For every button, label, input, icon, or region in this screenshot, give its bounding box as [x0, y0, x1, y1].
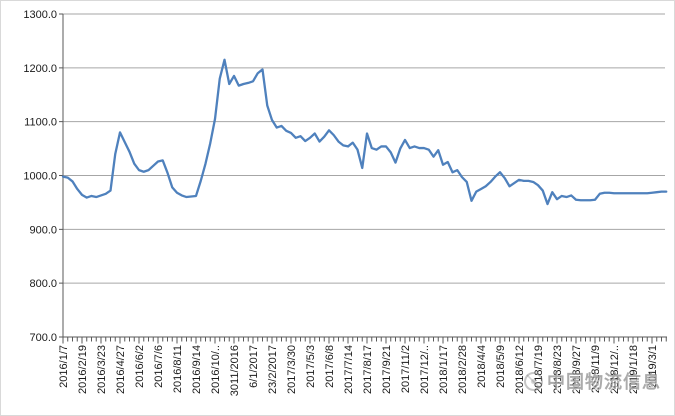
- x-tick-label: 2018/6/12: [514, 345, 526, 394]
- y-tick-label: 700.0: [29, 332, 57, 344]
- y-axis-labels: 1300.0 1200.0 1100.0 1000.0 900.0 800.0 700.0: [23, 9, 57, 344]
- x-tick-label: 2019/3/1: [647, 345, 659, 388]
- x-tick-label: 2016/3/23: [96, 345, 108, 394]
- y-tick-label: 900.0: [29, 224, 57, 236]
- x-tick-label: 2017/8/17: [362, 345, 374, 394]
- y-tick-label: 1100.0: [24, 117, 57, 129]
- x-tick-label: 2018/1/17: [438, 345, 450, 394]
- x-tick-label: 2017/5/3: [305, 345, 317, 388]
- gridlines: [63, 13, 665, 338]
- x-tick-label: 2018/4/4: [476, 345, 488, 388]
- x-tick-label: 2018/9/27: [571, 345, 583, 394]
- x-tick-label: 2017/3/30: [286, 345, 298, 394]
- x-tick-label: 2016/1/7: [58, 345, 70, 388]
- x-tick-label: 3011/2016: [229, 345, 241, 396]
- x-tick-label: 2018/7/19: [533, 345, 545, 394]
- x-tick-label: 2017/12/..: [419, 345, 431, 394]
- x-tick-label: 2016/10/..: [210, 345, 222, 394]
- x-tick-label: 2018/8/23: [552, 345, 564, 394]
- x-tick-label: 2016/7/6: [153, 345, 165, 388]
- y-tick-label: 1200.0: [23, 63, 57, 75]
- x-tick-label: 2016/2/19: [77, 345, 89, 394]
- x-tick-label: 2018/12/..: [609, 345, 621, 394]
- x-tick-label: 2016/6/2: [134, 345, 146, 388]
- x-tick-label: 2017/7/14: [343, 345, 355, 394]
- x-tick-label: 2018/5/9: [495, 345, 507, 388]
- y-tick-label: 1000.0: [23, 171, 57, 183]
- x-tick-label: 2017/9/21: [381, 345, 393, 394]
- x-tick-label: 2017/6/8: [324, 345, 336, 388]
- x-tick-label: 2019/1/18: [628, 345, 640, 394]
- data-series-line: [61, 58, 668, 206]
- x-axis-labels: 2016/1/7 2016/2/19 2016/3/23 2016/4/27 2016/…: [58, 345, 659, 396]
- x-tick-label: 23/2/2017: [267, 345, 279, 394]
- x-tick-label: 2018/2/28: [457, 345, 469, 394]
- axes: [59, 13, 667, 344]
- x-tick-label: 2017/11/2: [400, 345, 412, 393]
- y-tick-label: 800.0: [29, 278, 57, 290]
- x-tick-label: 6/1/2017: [248, 345, 260, 388]
- x-tick-label: 2016/4/27: [115, 345, 127, 394]
- x-tick-label: 2018/11/9: [590, 345, 602, 393]
- axis-ticks: [59, 13, 667, 344]
- x-tick-label: 2016/9/14: [191, 345, 203, 394]
- y-tick-label: 1300.0: [23, 9, 57, 21]
- x-tick-label: 2016/8/11: [172, 345, 184, 393]
